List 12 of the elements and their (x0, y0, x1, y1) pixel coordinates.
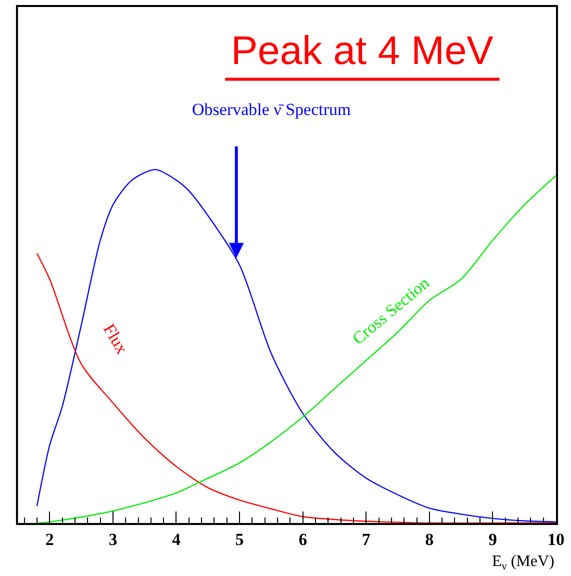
text: Peak at 4 MeV (231, 29, 494, 73)
text: Observable ν̄ Spectrum (192, 100, 351, 119)
x-tick-label: 2 (45, 530, 54, 550)
x-axis-title: E$_{ν}$ (MeV) (492, 553, 554, 572)
x-tick-label: 8 (425, 530, 434, 550)
x-tick-label: 10 (548, 530, 564, 550)
x-tick-label: 3 (108, 530, 118, 550)
x-tick-label: 6 (298, 530, 308, 550)
x-tick-label: 4 (172, 530, 181, 550)
x-tick-label: 9 (488, 530, 497, 550)
x-tick-label: 7 (362, 530, 371, 550)
x-tick-label: 5 (235, 530, 244, 550)
